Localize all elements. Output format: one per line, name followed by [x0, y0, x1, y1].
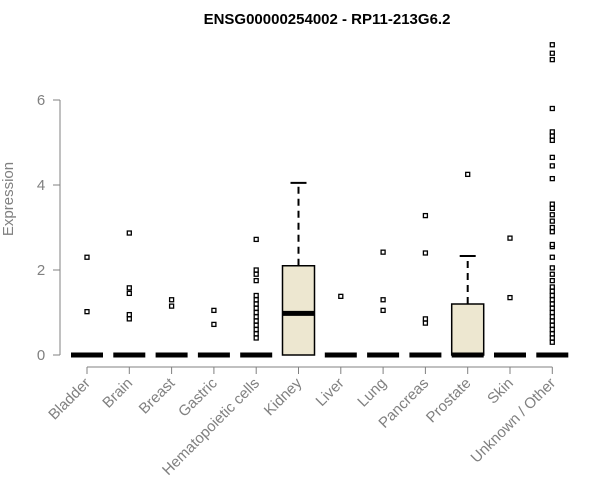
outlier-point: [549, 42, 555, 48]
outlier-point: [549, 322, 555, 328]
outlier-point: [549, 271, 555, 277]
outlier-point: [549, 163, 555, 169]
outlier-point: [422, 212, 429, 219]
outlier-point: [549, 229, 555, 235]
outlier-point: [549, 297, 555, 303]
outlier-point: [549, 339, 555, 345]
outlier-point: [253, 318, 259, 324]
outlier-point: [253, 322, 259, 328]
outlier-point: [253, 335, 259, 341]
y-tick-label: 4: [37, 177, 45, 194]
x-tick-label: Bladder: [45, 375, 94, 424]
outlier-point: [549, 154, 555, 161]
outlier-point: [549, 212, 555, 218]
outlier-point: [126, 290, 132, 297]
y-tick-label: 6: [37, 92, 45, 109]
outlier-point: [549, 335, 555, 341]
outlier-point: [338, 293, 344, 300]
outlier-point: [84, 254, 90, 260]
outlier-point: [549, 318, 555, 324]
outlier-point: [168, 297, 175, 303]
outlier-point: [549, 105, 555, 112]
outlier-point: [549, 292, 555, 299]
box: [281, 265, 316, 356]
outlier-point: [253, 309, 259, 316]
outlier-point: [253, 314, 259, 320]
outlier-point: [168, 303, 175, 309]
outlier-point: [549, 218, 555, 224]
outlier-point: [549, 326, 555, 333]
outlier-point: [549, 305, 555, 311]
outlier-point: [422, 320, 429, 326]
outlier-point: [253, 292, 259, 299]
outlier-point: [126, 311, 132, 318]
outlier-point: [126, 316, 132, 322]
outlier-point: [549, 50, 555, 56]
outlier-point: [549, 56, 555, 63]
outlier-point: [549, 309, 555, 316]
outlier-point: [211, 307, 217, 314]
outlier-point: [549, 137, 555, 144]
outlier-point: [253, 271, 259, 277]
outlier-point: [549, 301, 555, 307]
outlier-point: [549, 133, 555, 139]
outlier-point: [253, 277, 259, 284]
outlier-point: [549, 288, 555, 294]
outlier-point: [380, 249, 386, 255]
outlier-point: [549, 265, 555, 271]
outlier-point: [126, 285, 132, 291]
outlier-point: [380, 297, 386, 303]
x-tick-label: Liver: [313, 375, 348, 410]
x-tick-label: Kidney: [261, 374, 306, 419]
outlier-point: [211, 321, 217, 328]
outlier-point: [549, 331, 555, 337]
outlier-point: [549, 284, 555, 290]
outlier-point: [465, 171, 471, 178]
outlier-point: [253, 305, 259, 311]
outlier-point: [549, 175, 555, 182]
x-tick-label: Prostate: [423, 375, 475, 427]
outlier-point: [549, 129, 555, 135]
outlier-point: [253, 331, 259, 337]
y-tick-label: 0: [37, 347, 45, 364]
outlier-point: [507, 235, 513, 241]
outlier-point: [253, 301, 259, 307]
x-tick-label: Brain: [99, 375, 136, 412]
outlier-point: [253, 236, 259, 243]
box: [450, 303, 485, 356]
outlier-point: [84, 308, 90, 315]
outlier-point: [549, 314, 555, 320]
outlier-point: [253, 326, 259, 333]
outlier-point: [422, 316, 429, 322]
x-tick-label: Lung: [354, 375, 390, 411]
outlier-point: [549, 224, 555, 231]
outlier-point: [380, 307, 386, 314]
y-axis-label: Expression: [0, 162, 17, 236]
outlier-point: [253, 267, 259, 273]
y-tick-label: 2: [37, 262, 45, 279]
outlier-point: [549, 254, 555, 260]
outlier-point: [549, 241, 555, 248]
outlier-point: [422, 250, 429, 256]
outlier-point: [549, 205, 555, 212]
x-tick-label: Breast: [136, 374, 179, 417]
outlier-point: [507, 294, 513, 301]
chart-title: ENSG00000254002 - RP11-213G6.2: [204, 11, 451, 28]
outlier-point: [549, 201, 555, 207]
outlier-point: [253, 297, 259, 303]
x-tick-label: Skin: [484, 375, 517, 408]
outlier-point: [549, 277, 555, 284]
outlier-point: [126, 230, 132, 236]
